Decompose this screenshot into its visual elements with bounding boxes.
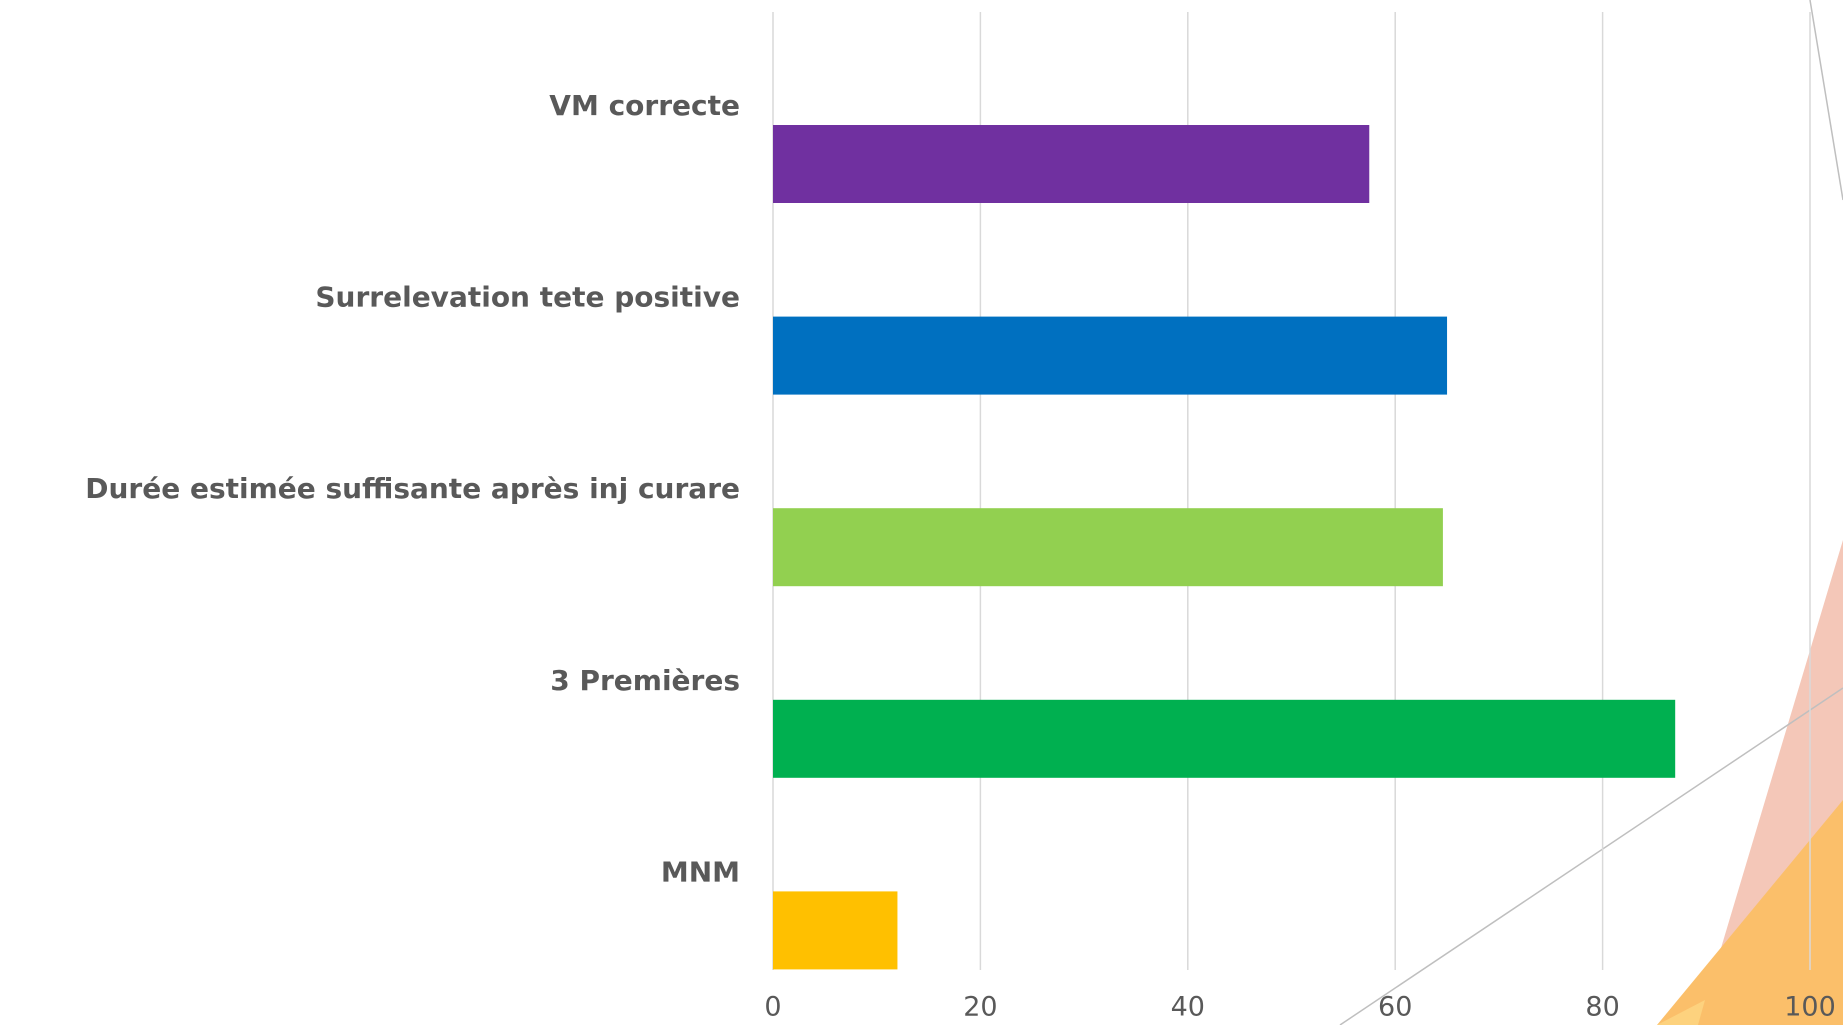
x-tick-label: 80 xyxy=(1585,992,1619,1023)
x-tick-label: 60 xyxy=(1378,992,1412,1023)
bar xyxy=(773,316,1448,395)
category-label: 3 Premières xyxy=(550,664,740,697)
category-label: MNM xyxy=(661,855,740,888)
decoration xyxy=(1657,800,1843,1025)
bar xyxy=(773,891,898,970)
x-tick-label: 0 xyxy=(764,992,781,1023)
x-tick-label: 20 xyxy=(963,992,997,1023)
bar xyxy=(773,125,1370,203)
bar xyxy=(773,699,1676,778)
category-label: Durée estimée suffisante après inj curar… xyxy=(85,472,740,505)
x-tick-label: 100 xyxy=(1784,992,1836,1023)
decoration xyxy=(1339,687,1843,1025)
decoration xyxy=(1809,0,1843,201)
decoration xyxy=(1657,1000,1705,1025)
category-label: Surrelevation tete positive xyxy=(315,281,740,314)
bar xyxy=(773,508,1443,587)
x-tick-label: 40 xyxy=(1171,992,1205,1023)
category-label: VM correcte xyxy=(549,89,740,122)
